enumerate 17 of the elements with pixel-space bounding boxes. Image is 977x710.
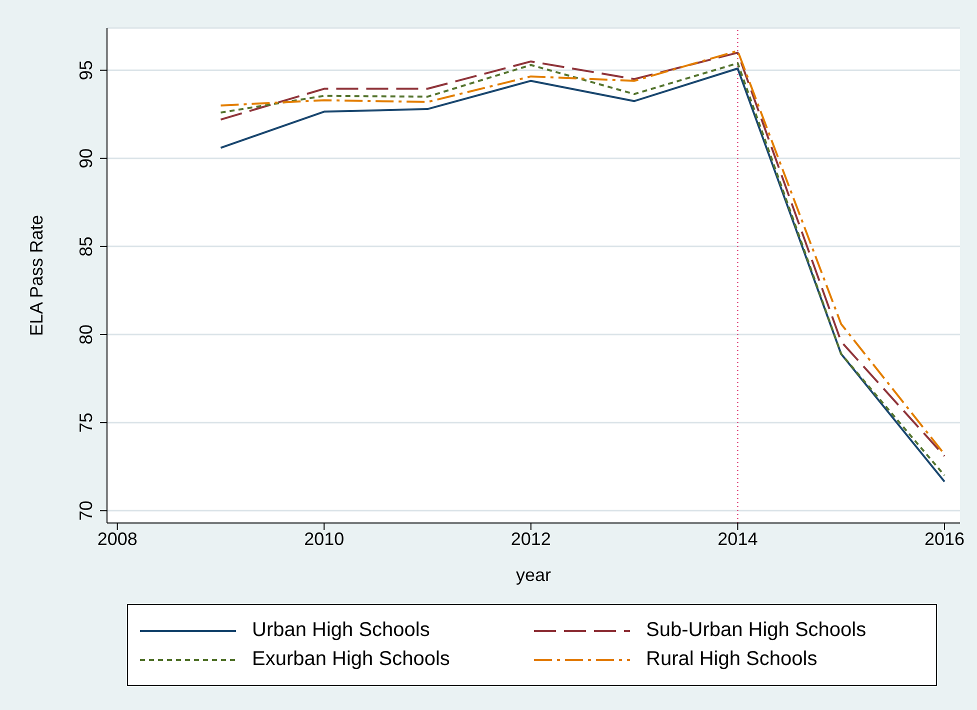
y-tick-label: 70 bbox=[76, 500, 96, 521]
x-tick-label: 2008 bbox=[97, 528, 138, 549]
y-tick-label: 75 bbox=[76, 412, 96, 433]
y-tick-label: 80 bbox=[76, 324, 96, 345]
legend-label: Sub-Urban High Schools bbox=[646, 619, 866, 642]
legend-label: Rural High Schools bbox=[646, 648, 818, 671]
legend-label: Exurban High Schools bbox=[252, 648, 450, 671]
y-tick-label: 90 bbox=[76, 148, 96, 168]
legend-label: Urban High Schools bbox=[252, 619, 430, 642]
x-axis-title: year bbox=[516, 565, 552, 585]
y-axis-title: ELA Pass Rate bbox=[26, 214, 46, 336]
y-tick-label: 95 bbox=[76, 60, 96, 80]
x-tick-label: 2016 bbox=[924, 528, 965, 549]
y-tick-label: 85 bbox=[76, 236, 96, 256]
x-tick-label: 2014 bbox=[718, 528, 758, 549]
x-tick-label: 2012 bbox=[510, 528, 551, 549]
x-tick-label: 2010 bbox=[304, 528, 344, 549]
